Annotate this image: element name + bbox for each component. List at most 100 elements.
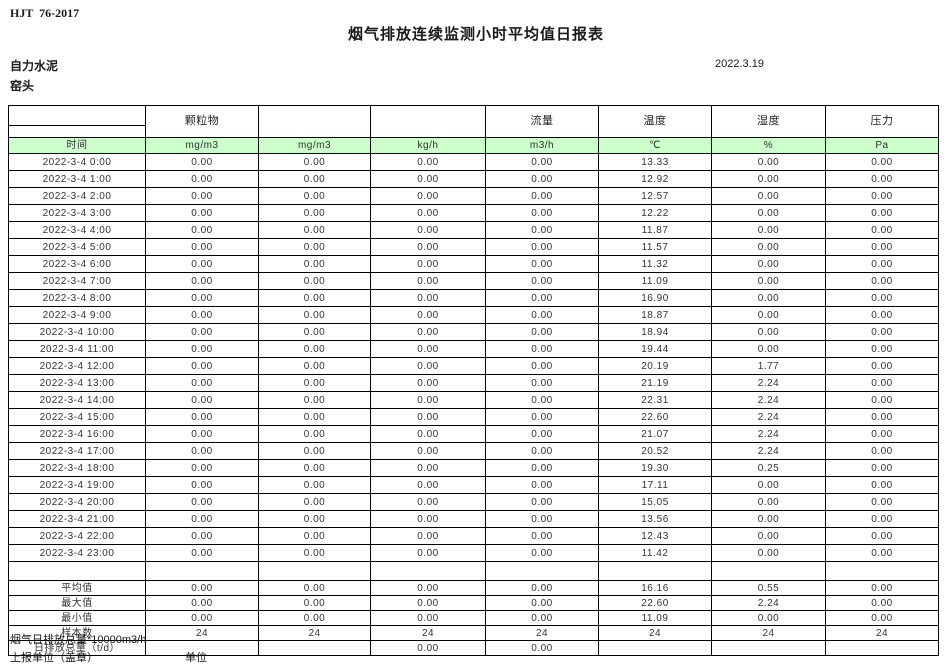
value-cell: 11.87 (598, 221, 712, 239)
empty-cell (370, 561, 486, 581)
summary-value-cell: 0.00 (258, 595, 371, 611)
monitor-point-name: 窑头 (10, 79, 35, 93)
table-row: 2022-3-4 17:00 0.00 0.00 0.00 0.00 20.52 2.24 0… (8, 442, 939, 460)
value-cell: 0.00 (258, 204, 371, 222)
value-cell: 0.00 (145, 272, 259, 290)
time-cell: 2022-3-4 0:00 (8, 153, 146, 171)
param-header-blank-1 (258, 105, 371, 138)
value-cell: 0.00 (485, 170, 599, 188)
summary-row: 样本数 24 24 24 24 24 24 24 (8, 625, 939, 641)
summary-value-cell (711, 640, 826, 656)
value-cell: 0.00 (825, 306, 939, 324)
company-name: 自力水泥 (10, 59, 59, 73)
time-cell: 2022-3-4 9:00 (8, 306, 146, 324)
value-cell: 0.00 (825, 238, 939, 256)
table-row: 2022-3-4 5:00 0.00 0.00 0.00 0.00 11.57 0.00 0.… (8, 238, 939, 256)
table-row: 2022-3-4 20:00 0.00 0.00 0.00 0.00 15.05 0.00 0… (8, 493, 939, 511)
value-cell: 0.00 (825, 408, 939, 426)
value-cell: 0.00 (485, 238, 599, 256)
value-cell: 16.90 (598, 289, 712, 307)
summary-value-cell: 0.00 (825, 595, 939, 611)
value-cell: 0.00 (145, 340, 259, 358)
summary-value-cell: 24 (258, 625, 371, 641)
value-cell: 0.00 (711, 544, 826, 562)
value-cell: 0.00 (825, 255, 939, 273)
value-cell: 0.00 (145, 527, 259, 545)
empty-cell (485, 561, 599, 581)
summary-value-cell: 0.00 (485, 610, 599, 626)
summary-value-cell: 24 (145, 625, 259, 641)
table-row: 2022-3-4 12:00 0.00 0.00 0.00 0.00 20.19 1.77 0… (8, 357, 939, 375)
value-cell: 0.00 (711, 493, 826, 511)
summary-value-cell (598, 640, 712, 656)
value-cell: 18.87 (598, 306, 712, 324)
value-cell: 11.09 (598, 272, 712, 290)
value-cell: 0.00 (825, 391, 939, 409)
value-cell: 0.00 (711, 170, 826, 188)
summary-value-cell: 0.00 (258, 610, 371, 626)
time-cell: 2022-3-4 21:00 (8, 510, 146, 528)
value-cell: 0.00 (485, 425, 599, 443)
summary-value-cell: 0.00 (145, 580, 259, 596)
param-header-humidity: 湿度 (711, 105, 826, 138)
empty-cell (825, 561, 939, 581)
value-cell: 15.05 (598, 493, 712, 511)
value-cell: 0.00 (258, 493, 371, 511)
value-cell: 0.00 (370, 442, 486, 460)
value-cell: 0.00 (145, 323, 259, 341)
summary-value-cell: 24 (598, 625, 712, 641)
time-cell: 2022-3-4 10:00 (8, 323, 146, 341)
summary-value-cell: 11.09 (598, 610, 712, 626)
unit-mg-m3-1: mg/m3 (145, 137, 259, 154)
value-cell: 0.00 (145, 374, 259, 392)
time-cell: 2022-3-4 11:00 (8, 340, 146, 358)
value-cell: 0.00 (825, 425, 939, 443)
value-cell: 0.00 (485, 323, 599, 341)
value-cell: 0.00 (258, 306, 371, 324)
value-cell: 0.00 (258, 391, 371, 409)
spacer-row (8, 561, 939, 581)
table-row: 2022-3-4 18:00 0.00 0.00 0.00 0.00 19.30 0.25 0… (8, 459, 939, 477)
value-cell: 2.24 (711, 442, 826, 460)
value-cell: 0.00 (825, 476, 939, 494)
empty-cell (598, 561, 712, 581)
summary-value-cell: 16.16 (598, 580, 712, 596)
hourly-data-rows: 2022-3-4 0:00 0.00 0.00 0.00 0.00 13.33 0.00 0.… (8, 153, 939, 562)
value-cell: 0.00 (485, 476, 599, 494)
table-row: 2022-3-4 15:00 0.00 0.00 0.00 0.00 22.60 2.24 0… (8, 408, 939, 426)
value-cell: 0.00 (145, 289, 259, 307)
value-cell: 0.00 (825, 510, 939, 528)
summary-value-cell (258, 640, 371, 656)
value-cell: 0.00 (825, 153, 939, 171)
summary-row: 平均值 0.00 0.00 0.00 0.00 16.16 0.55 0.00 (8, 580, 939, 596)
value-cell: 11.32 (598, 255, 712, 273)
table-row: 2022-3-4 6:00 0.00 0.00 0.00 0.00 11.32 0.00 0.… (8, 255, 939, 273)
value-cell: 0.00 (145, 476, 259, 494)
value-cell: 0.00 (485, 527, 599, 545)
time-cell: 2022-3-4 13:00 (8, 374, 146, 392)
value-cell: 0.00 (485, 187, 599, 205)
table-row: 2022-3-4 2:00 0.00 0.00 0.00 0.00 12.57 0.00 0.… (8, 187, 939, 205)
value-cell: 0.00 (370, 289, 486, 307)
summary-value-cell: 0.00 (711, 610, 826, 626)
value-cell: 0.00 (145, 544, 259, 562)
empty-cell (145, 561, 259, 581)
unit-mg-m3-2: mg/m3 (258, 137, 371, 154)
value-cell: 0.00 (258, 476, 371, 494)
value-cell: 0.00 (485, 357, 599, 375)
unit-pa: Pa (825, 137, 939, 154)
value-cell: 12.43 (598, 527, 712, 545)
total-emission-note: 烟气日排放总量*10000m3/h (10, 634, 147, 646)
value-cell: 0.00 (370, 272, 486, 290)
unit-percent: % (711, 137, 826, 154)
summary-value-cell: 2.24 (711, 595, 826, 611)
value-cell: 0.00 (258, 340, 371, 358)
summary-value-cell: 0.00 (145, 595, 259, 611)
summary-row: 日排放总量（t/d） 0.00 0.00 (8, 640, 939, 656)
value-cell: 0.00 (370, 238, 486, 256)
value-cell: 18.94 (598, 323, 712, 341)
value-cell: 19.44 (598, 340, 712, 358)
empty-cell (711, 561, 826, 581)
value-cell: 0.25 (711, 459, 826, 477)
value-cell: 11.57 (598, 238, 712, 256)
